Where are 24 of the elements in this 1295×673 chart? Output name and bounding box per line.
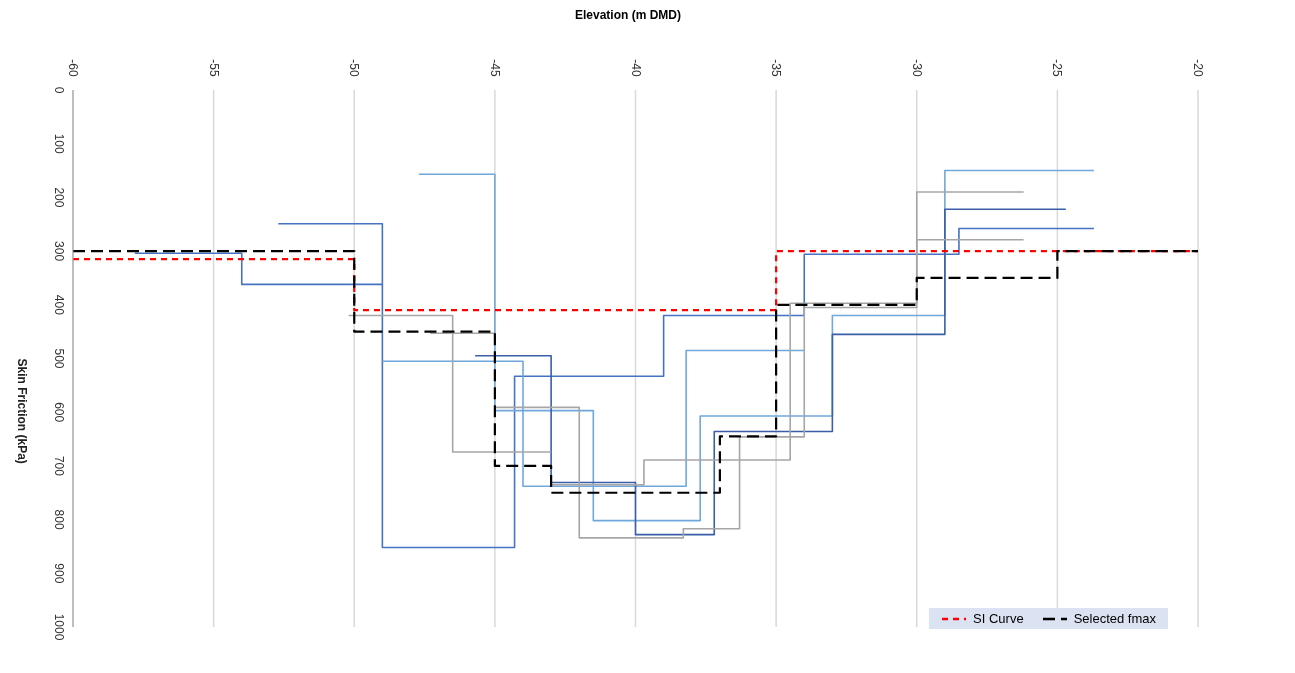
y-axis-title: Skin Friction (kPa) <box>14 358 29 464</box>
x-tick-label: -35 <box>769 59 784 77</box>
y-tick-label: 1000 <box>52 613 66 641</box>
y-tick-label: 300 <box>52 241 66 262</box>
y-tick-label: 200 <box>52 187 66 208</box>
y-tick-label: 700 <box>52 455 66 477</box>
y-tick-label: 0 <box>52 86 66 94</box>
x-tick-label: -40 <box>628 59 643 77</box>
x-tick-label: -25 <box>1050 59 1065 77</box>
y-tick-label: 400 <box>52 294 66 316</box>
y-tick-label: 800 <box>52 509 66 530</box>
y-tick-label: 100 <box>52 133 66 155</box>
x-axis-title: Elevation (m DMD) <box>574 8 682 22</box>
x-tick-label: -60 <box>66 59 80 77</box>
x-tick-label: -50 <box>347 59 362 77</box>
y-tick-label: 600 <box>52 402 66 423</box>
x-tick-label: -55 <box>206 59 221 77</box>
y-tick-label: 900 <box>52 563 66 584</box>
legend-label: SI Curve <box>972 611 1024 626</box>
legend-label: Selected fmax <box>1072 611 1156 626</box>
x-tick-label: -30 <box>909 59 924 77</box>
x-tick-label: -45 <box>487 59 502 77</box>
y-tick-label: 500 <box>52 348 66 369</box>
x-tick-label: -20 <box>1191 59 1205 77</box>
